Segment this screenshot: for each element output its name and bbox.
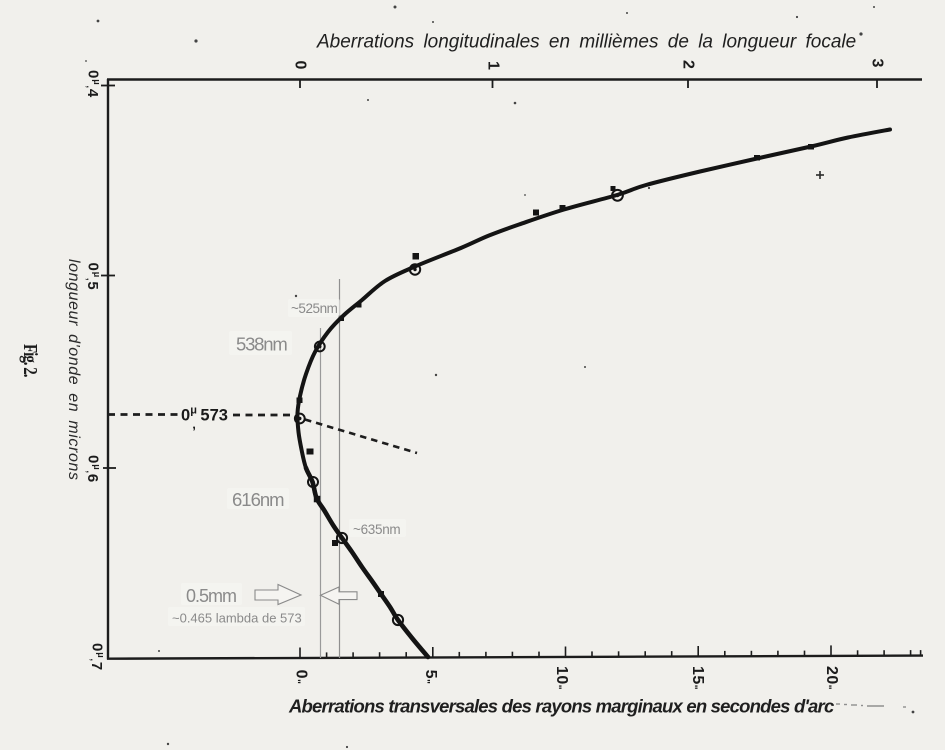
svg-text:0": 0": [291, 670, 310, 685]
svg-text:~0.465 lambda de 573: ~0.465 lambda de 573: [172, 611, 302, 626]
svg-text:,: ,: [192, 417, 196, 432]
svg-text:5": 5": [421, 670, 440, 685]
svg-text:616nm: 616nm: [232, 489, 284, 510]
svg-text:0.5mm: 0.5mm: [186, 586, 236, 606]
svg-text:20": 20": [822, 666, 840, 690]
svg-text:15": 15": [688, 666, 706, 690]
svg-text:0μ,4: 0μ,4: [85, 70, 103, 98]
svg-text:longueur d'onde en microns: longueur d'onde en microns: [65, 259, 82, 481]
svg-text:~635nm: ~635nm: [353, 522, 400, 537]
svg-text:0μ,5: 0μ,5: [85, 263, 103, 291]
svg-text:2: 2: [680, 60, 697, 69]
svg-text:0: 0: [292, 61, 309, 70]
svg-text:538nm: 538nm: [236, 334, 287, 355]
svg-text:0μ,6: 0μ,6: [85, 455, 103, 483]
svg-text:Aberrations transversales des: Aberrations transversales des rayons mar…: [288, 696, 835, 717]
svg-text:1: 1: [485, 61, 502, 70]
svg-text:Fig. 2.: Fig. 2.: [20, 344, 41, 377]
svg-text:~525nm: ~525nm: [291, 301, 338, 316]
svg-text:0μ,7: 0μ,7: [89, 643, 107, 671]
svg-text:Aberrations longitudinales e: Aberrations longitudinales en millièmes …: [316, 32, 856, 53]
svg-text:10": 10": [552, 666, 570, 690]
svg-text:3: 3: [869, 59, 886, 68]
